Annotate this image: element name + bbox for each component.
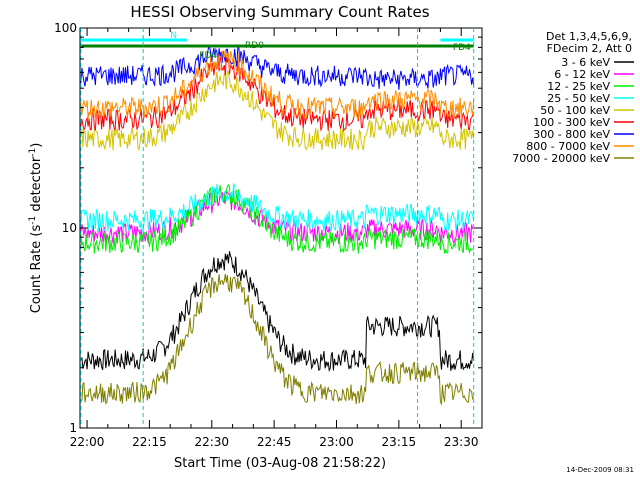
flag-annotation: FD4 [453,43,471,53]
series-line [80,183,474,254]
y-tick-label: 1 [69,421,77,435]
series-line [80,182,475,232]
legend-header-line-1: Det 1,3,4,5,6,9, [546,30,632,43]
legend-label: 6 - 12 keV [554,68,610,81]
plot-area: N RD0 FD4 FD4 1 10 100 22:00 22:15 22:30 22:45 23:… [54,21,483,449]
series-line [80,70,475,152]
chart-title: HESSI Observing Summary Count Rates [130,3,429,21]
y-tick-label: 100 [54,21,77,35]
series-line [80,273,475,406]
series-line [80,45,475,90]
series-layer [80,45,475,406]
legend-label: 12 - 25 keV [547,80,610,93]
legend-label: 7000 - 20000 keV [512,152,610,165]
flag-annotation: N [170,31,177,41]
legend-label: 100 - 300 keV [533,116,610,129]
x-tick-label: 23:30 [444,435,479,449]
x-tick-label: 23:15 [382,435,417,449]
series-line [80,251,475,373]
x-tick-label: 22:00 [70,435,105,449]
tick-layer: 1 10 100 22:00 22:15 22:30 22:45 23:00 23:15 23:3… [54,21,482,449]
x-tick-label: 23:00 [319,435,354,449]
flag-annotation: FD4 [199,51,217,61]
y-tick-label: 10 [62,221,77,235]
series-line [80,188,474,246]
flag-annotation: RD0 [245,41,264,51]
legend-header-line-2: FDecim 2, Att 0 [547,42,632,55]
legend-label: 800 - 7000 keV [526,140,610,153]
legend-label: 25 - 50 keV [547,92,610,105]
x-tick-label: 22:15 [132,435,167,449]
x-axis-label: Start Time (03-Aug-08 21:58:22) [174,456,386,471]
series-line [80,55,474,132]
y-axis-label: Count Rate (s-1 detector-1) [28,143,44,314]
legend-label: 300 - 800 keV [533,128,610,141]
x-tick-label: 22:30 [194,435,229,449]
legend-label: 3 - 6 keV [561,56,610,69]
legend: Det 1,3,4,5,6,9, FDecim 2, Att 0 3 - 6 k… [512,30,634,165]
x-tick-label: 22:45 [257,435,292,449]
legend-label: 50 - 100 keV [540,104,610,117]
timestamp: 14-Dec-2009 08:31 [566,466,634,474]
series-line [80,49,475,120]
